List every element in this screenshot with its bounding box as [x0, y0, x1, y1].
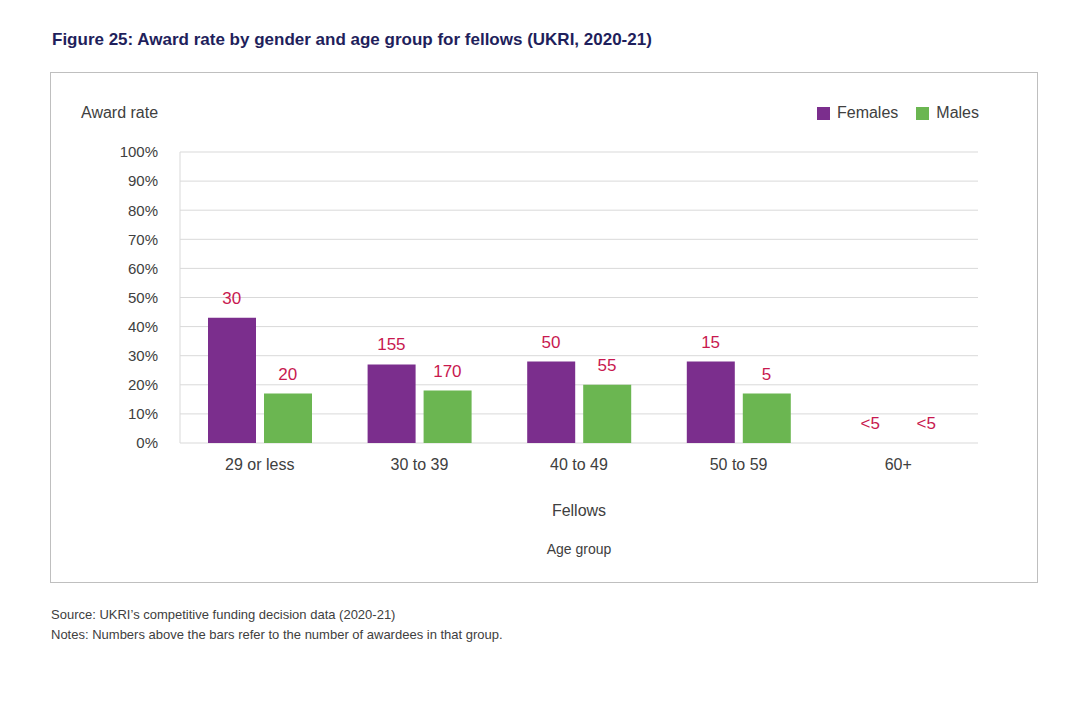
svg-text:<5: <5 — [861, 414, 880, 433]
svg-text:60%: 60% — [128, 260, 158, 277]
svg-text:29 or less: 29 or less — [225, 456, 294, 473]
svg-text:30: 30 — [222, 289, 241, 308]
svg-text:155: 155 — [377, 335, 405, 354]
svg-text:170: 170 — [433, 362, 461, 381]
svg-text:100%: 100% — [120, 143, 158, 160]
html-text:Source: UKRI’s competitive fun: Source: UKRI’s competitive funding decis… — [51, 607, 396, 622]
svg-text:40%: 40% — [128, 318, 158, 335]
svg-text:10%: 10% — [128, 405, 158, 422]
html-text:Award rate: Award rate — [81, 104, 159, 121]
html-text:Notes: Numbers above the bars: Notes: Numbers above the bars refer to t… — [51, 627, 503, 642]
svg-text:5: 5 — [762, 365, 771, 384]
svg-text:60+: 60+ — [885, 456, 912, 473]
svg-text:70%: 70% — [128, 231, 158, 248]
svg-text:20%: 20% — [128, 376, 158, 393]
svg-text:55: 55 — [598, 356, 617, 375]
svg-text:15: 15 — [701, 333, 720, 352]
html-text:Males: Males — [936, 104, 979, 121]
html-text:Age group: Age group — [546, 541, 612, 557]
html-text:Fellows: Fellows — [551, 502, 607, 519]
svg-text:20: 20 — [278, 365, 297, 384]
svg-text:<5: <5 — [917, 414, 936, 433]
svg-text:30%: 30% — [128, 347, 158, 364]
html-text:Figure 25: Award rate by gende: Figure 25: Award rate by gender and age … — [52, 30, 652, 49]
svg-text:50 to 59: 50 to 59 — [710, 456, 768, 473]
svg-text:50: 50 — [542, 333, 561, 352]
svg-text:0%: 0% — [136, 434, 158, 451]
svg-text:80%: 80% — [128, 202, 158, 219]
svg-text:90%: 90% — [128, 172, 158, 189]
svg-text:40 to 49: 40 to 49 — [550, 456, 608, 473]
html-text:Females: Females — [837, 104, 899, 121]
svg-text:50%: 50% — [128, 289, 158, 306]
svg-text:30 to 39: 30 to 39 — [390, 456, 448, 473]
